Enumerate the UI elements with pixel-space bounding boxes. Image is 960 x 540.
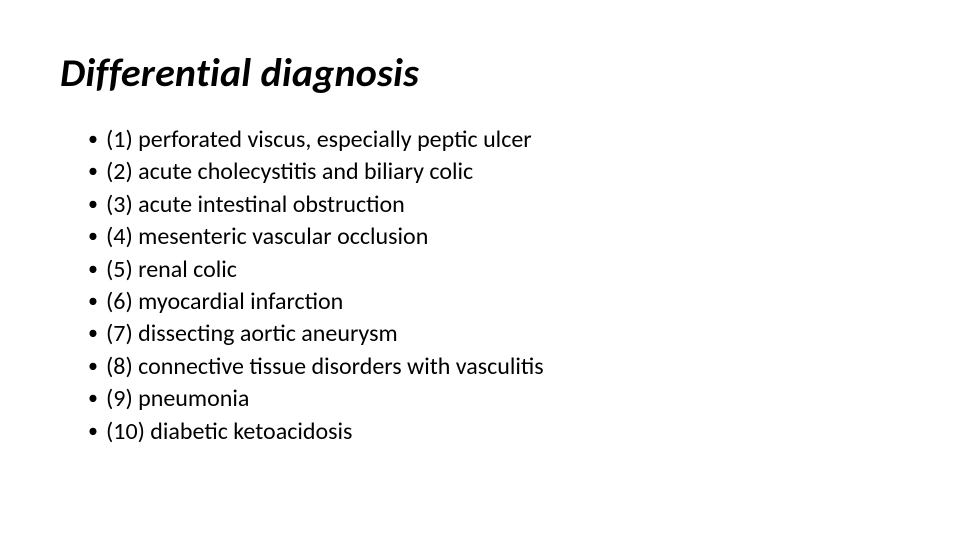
- list-item: (9) pneumonia: [88, 383, 900, 415]
- list-item: (8) connective tissue disorders with vas…: [88, 351, 900, 383]
- list-item: (1) perforated viscus, especially peptic…: [88, 124, 900, 156]
- list-item: (4) mesenteric vascular occlusion: [88, 221, 900, 253]
- list-item: (7) dissecting aortic aneurysm: [88, 318, 900, 350]
- slide: Differential diagnosis (1) perforated vi…: [0, 0, 960, 540]
- bullet-list: (1) perforated viscus, especially peptic…: [60, 124, 900, 448]
- list-item: (3) acute intestinal obstruction: [88, 189, 900, 221]
- slide-title: Differential diagnosis: [60, 50, 900, 96]
- list-item: (2) acute cholecystitis and biliary coli…: [88, 156, 900, 188]
- list-item: (10) diabetic ketoacidosis: [88, 416, 900, 448]
- list-item: (5) renal colic: [88, 254, 900, 286]
- list-item: (6) myocardial infarction: [88, 286, 900, 318]
